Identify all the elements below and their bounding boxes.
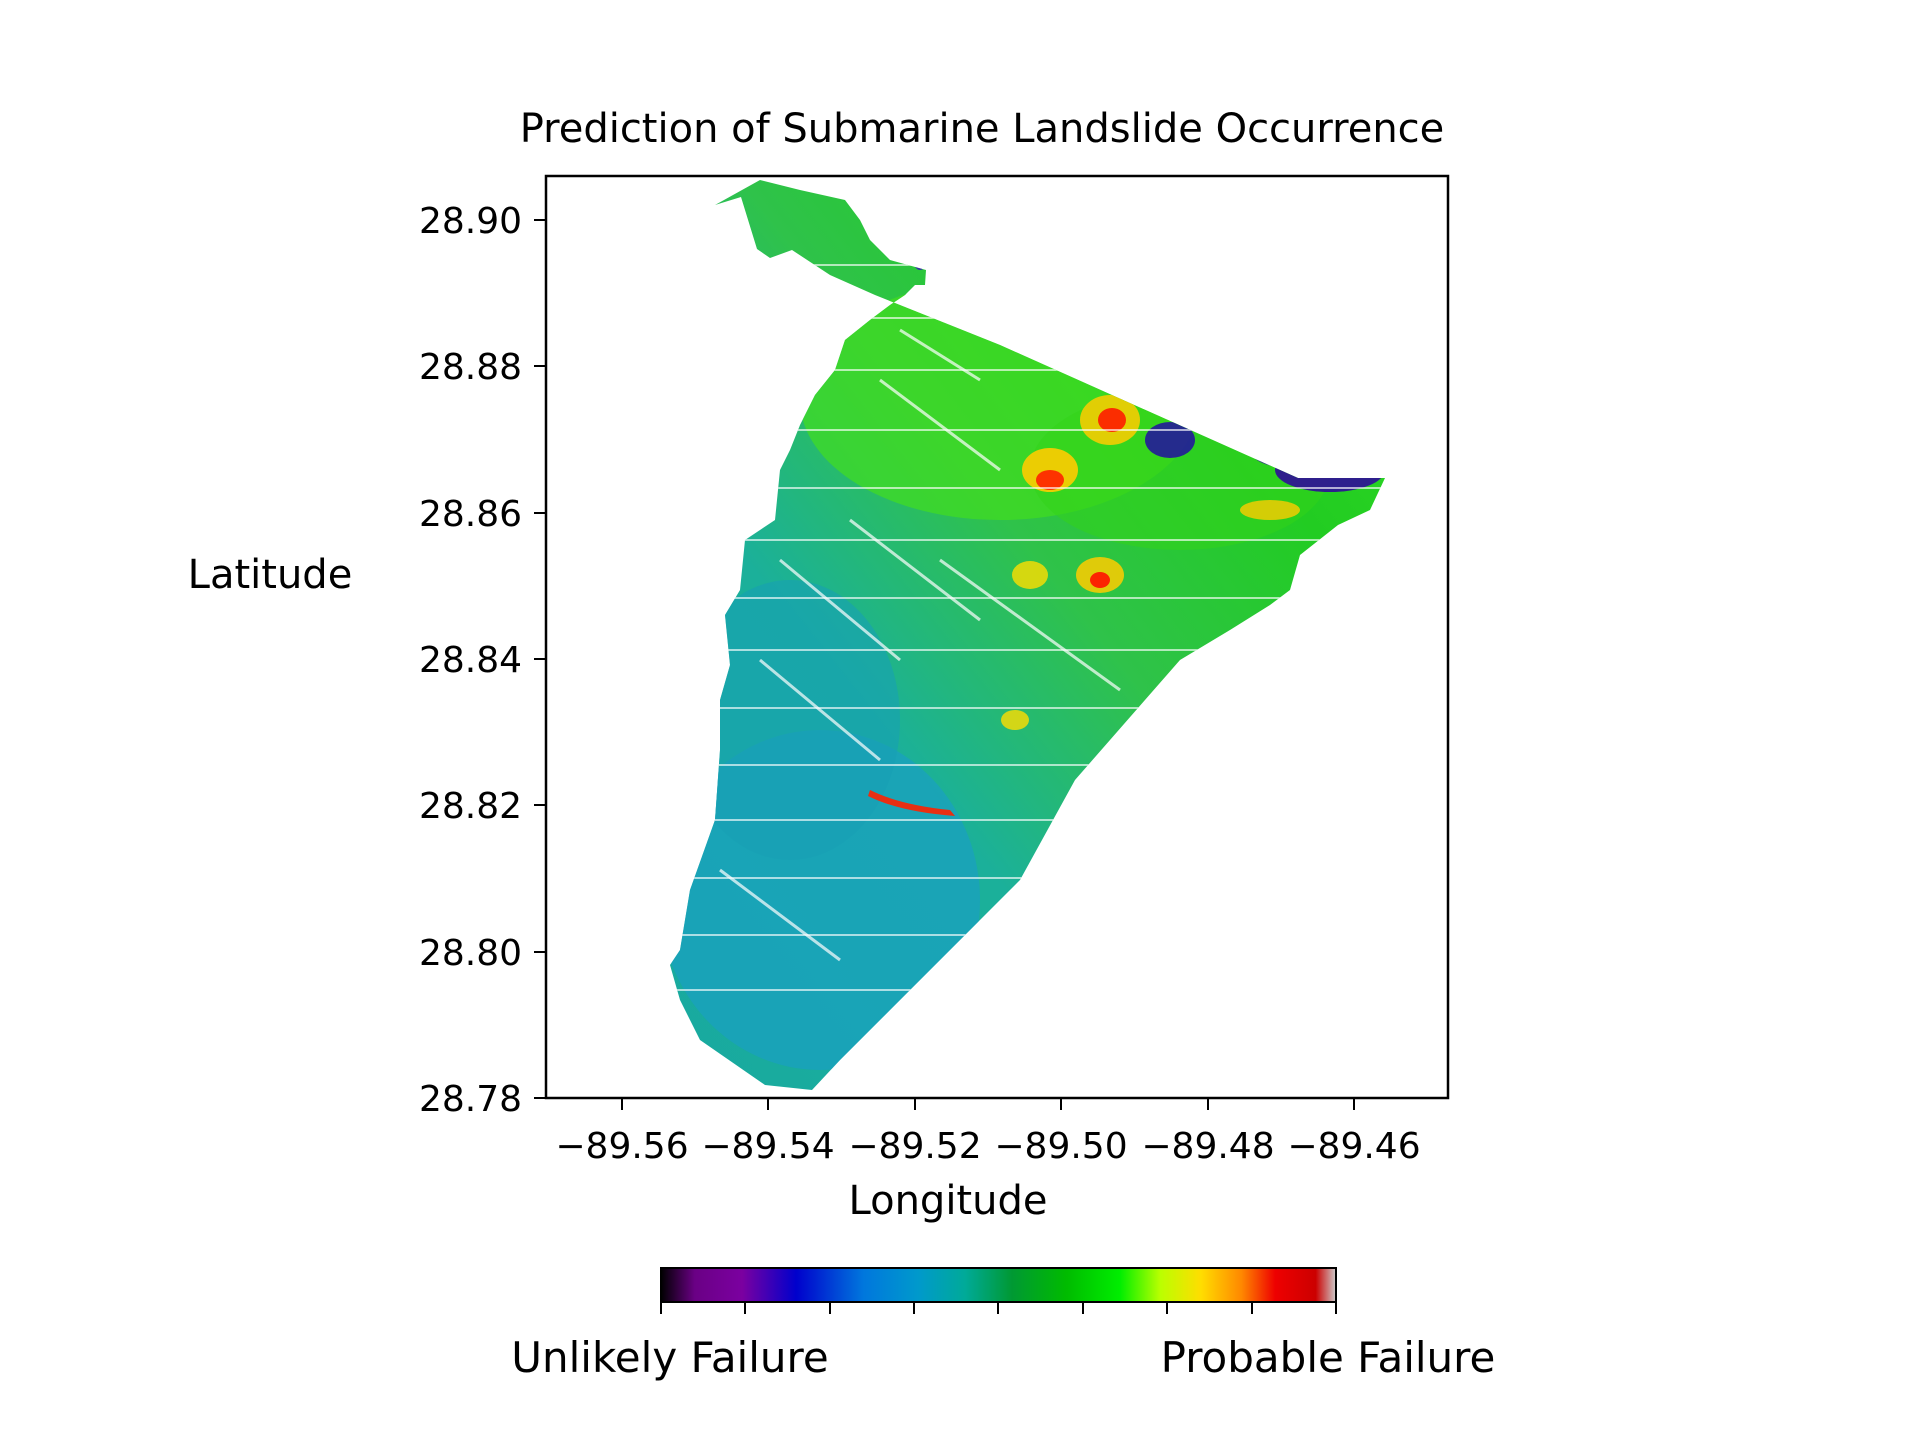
- colorbar-ticks: [660, 1302, 1337, 1314]
- x-axis-label: Longitude: [849, 1178, 1048, 1224]
- x-tick-label: −89.54: [701, 1126, 834, 1167]
- x-tick-label: −89.56: [555, 1126, 688, 1167]
- landslide-map: [670, 180, 1385, 1090]
- y-tick: 28.86: [419, 494, 546, 535]
- y-tick: 28.84: [419, 640, 546, 681]
- y-tick: 28.90: [419, 201, 546, 242]
- y-tick: 28.88: [419, 347, 546, 388]
- x-tick: −89.50: [994, 1098, 1128, 1167]
- y-axis-label: Latitude: [188, 552, 353, 598]
- y-tick-label: 28.80: [419, 933, 522, 974]
- y-tick: 28.82: [419, 786, 546, 827]
- x-tick-label: −89.52: [848, 1126, 981, 1167]
- plot-frame: [544, 174, 1450, 1100]
- x-axis: −89.56 −89.54 −89.52 −89.50 −89.48 −89.4…: [555, 1098, 1421, 1167]
- colorbar: Unlikely Failure Probable Failure: [511, 1267, 1496, 1382]
- x-tick-label: −89.50: [994, 1126, 1127, 1167]
- x-tick: −89.56: [555, 1098, 689, 1167]
- x-tick: −89.48: [1141, 1098, 1275, 1167]
- colorbar-gradient: [660, 1267, 1337, 1303]
- colorbar-low-label: Unlikely Failure: [511, 1333, 828, 1382]
- x-tick-label: −89.46: [1287, 1126, 1420, 1167]
- y-tick-label: 28.88: [419, 347, 522, 388]
- x-tick: −89.46: [1287, 1098, 1421, 1167]
- y-tick-label: 28.78: [419, 1079, 522, 1120]
- x-tick: −89.54: [701, 1098, 835, 1167]
- y-tick-label: 28.84: [419, 640, 522, 681]
- colorbar-high-label: Probable Failure: [1161, 1333, 1496, 1382]
- y-axis: 28.90 28.88 28.86 28.84 28.82 28.80 28.7…: [419, 201, 546, 1120]
- y-tick: 28.78: [419, 1079, 546, 1120]
- y-tick: 28.80: [419, 933, 546, 974]
- x-tick-label: −89.48: [1141, 1126, 1274, 1167]
- y-tick-label: 28.82: [419, 786, 522, 827]
- x-tick: −89.52: [848, 1098, 982, 1167]
- y-tick-label: 28.86: [419, 494, 522, 535]
- y-tick-label: 28.90: [419, 201, 522, 242]
- chart-title: Prediction of Submarine Landslide Occurr…: [520, 106, 1445, 152]
